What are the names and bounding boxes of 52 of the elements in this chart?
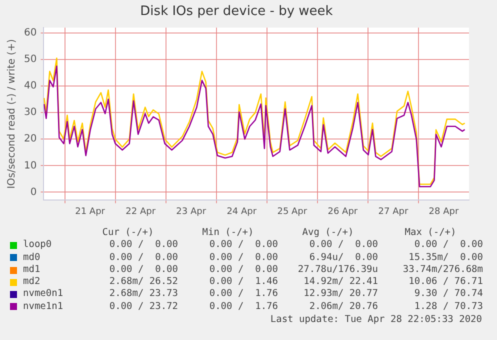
text: 27.78u/176.39u <box>296 264 378 276</box>
legend-label: md1 <box>23 264 40 276</box>
text: 6.94u/ 0.00 <box>308 252 378 264</box>
text: 10.06 / 76.71 <box>408 276 483 288</box>
legend-label: nvme0n1 <box>23 288 64 301</box>
text: 0.00 / 0.00 <box>208 239 278 252</box>
text: 0.00 / 1.76 <box>208 288 278 301</box>
x-tick-label: 26 Apr <box>328 206 358 217</box>
text: Last update: Tue Apr 28 22:05:33 2020 <box>270 314 482 326</box>
x-tick-label: 28 Apr <box>428 206 459 217</box>
legend-label: md2 <box>23 276 40 288</box>
text: 0.00 / 23.72 <box>108 300 178 314</box>
y-tick-label: 30 <box>24 107 37 118</box>
text: 1.28 / 70.73 <box>413 300 483 314</box>
text: 14.92m/ 22.41 <box>302 276 378 288</box>
text: 0.00 / 0.00 <box>108 239 178 252</box>
text: 12.93m/ 20.77 <box>302 288 378 301</box>
x-tick-label: 24 Apr <box>226 206 257 217</box>
y-tick-label: 20 <box>24 134 37 145</box>
legend-label: nvme1n1 <box>23 300 64 314</box>
text: 0.00 / 1.76 <box>208 300 278 314</box>
text: Max (-/+) <box>404 227 458 240</box>
text: 0.00 / 0.00 <box>208 252 278 264</box>
text: Avg (-/+) <box>301 227 355 240</box>
y-tick-label: 10 <box>24 160 37 172</box>
text: 0.00 / 0.00 <box>208 264 278 276</box>
x-tick-label: 23 Apr <box>176 206 206 217</box>
text: 0.00 / 1.46 <box>208 276 278 288</box>
text: 2.68m/ 26.52 <box>108 276 178 288</box>
text: 9.30 / 70.74 <box>413 288 483 301</box>
legend-label: loop0 <box>23 239 52 252</box>
text: 2.06m/ 20.76 <box>308 300 378 314</box>
x-tick-label: 25 Apr <box>277 206 308 217</box>
text: 2.68m/ 23.73 <box>108 288 178 301</box>
chart-title: Disk IOs per device - by week <box>140 4 334 20</box>
text: 0.00 / 0.00 <box>108 252 178 264</box>
text: 33.74m/276.68m <box>402 264 483 276</box>
x-tick-label: 21 Apr <box>75 206 106 217</box>
y-tick-label: 40 <box>24 80 37 92</box>
x-tick-label: 22 Apr <box>126 206 156 217</box>
text: 0.00 / 0.00 <box>108 264 178 276</box>
y-tick-label: 50 <box>24 54 37 66</box>
text: 0.00 / 0.00 <box>413 239 483 252</box>
y-tick-label: 0 <box>30 186 37 198</box>
text: Min (-/+) <box>201 227 255 240</box>
text: 0.00 / 0.00 <box>308 239 378 252</box>
text: 15.35m/ 0.00 <box>408 252 483 264</box>
legend-label: md0 <box>23 252 40 264</box>
y-tick-label: 60 <box>24 28 37 39</box>
text: Cur (-/+) <box>101 227 155 240</box>
y-axis-title: IOs/second read (-) / write (+) <box>6 39 18 189</box>
x-tick-label: 27 Apr <box>378 206 408 217</box>
